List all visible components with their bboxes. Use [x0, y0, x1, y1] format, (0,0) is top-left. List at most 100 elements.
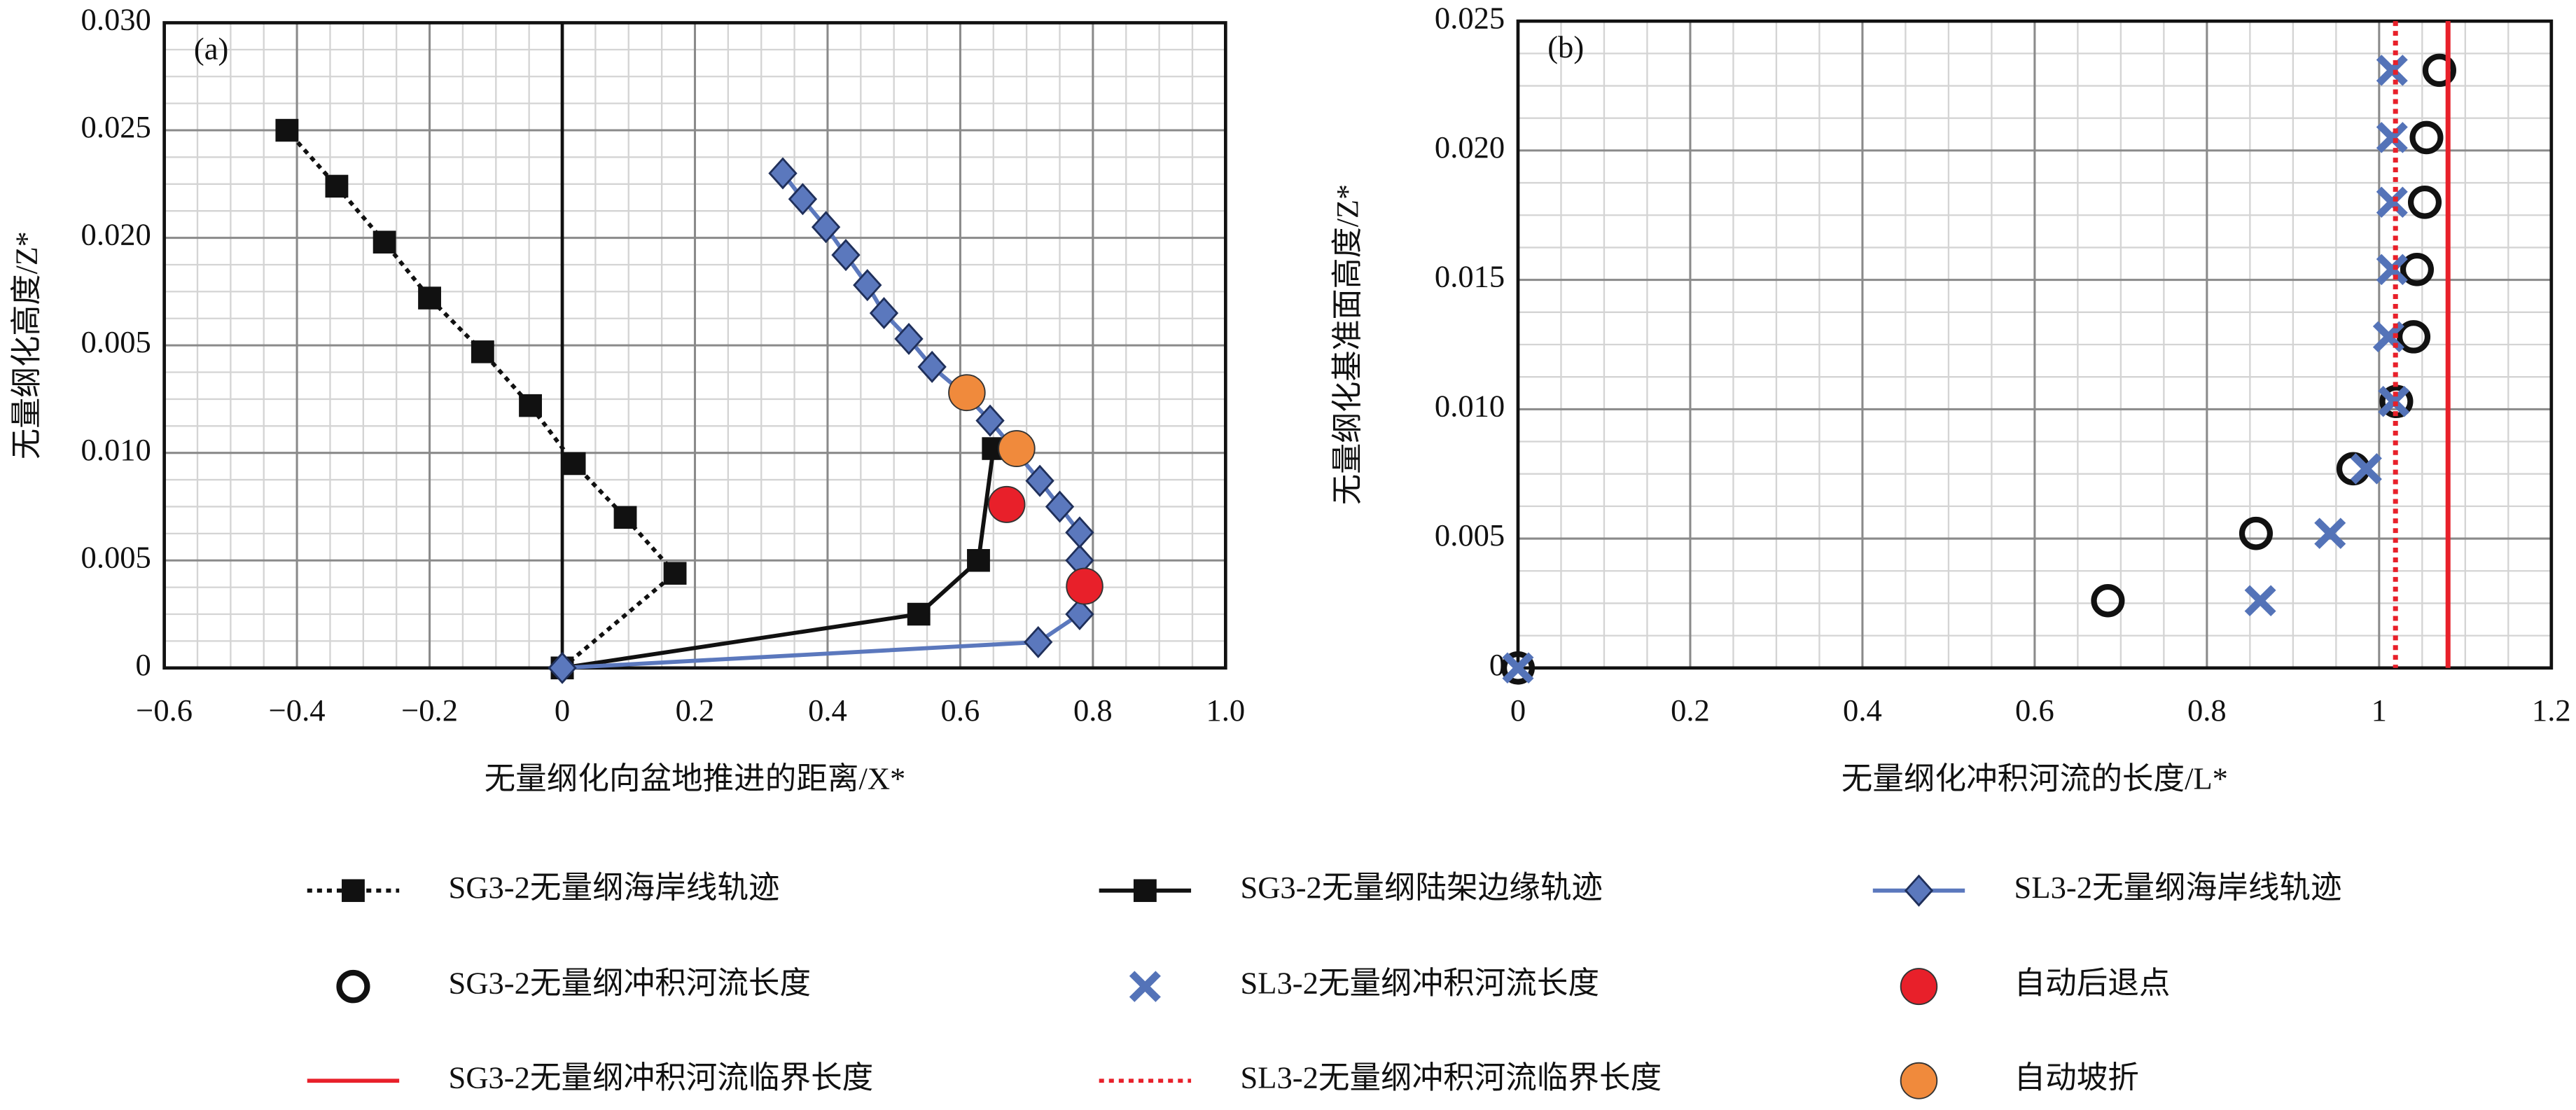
marker [373, 230, 396, 254]
marker [998, 430, 1036, 467]
marker [562, 452, 586, 476]
x-tick-label: 0.4 [1843, 693, 1882, 728]
legend-label: 自动坡折 [2014, 1060, 2139, 1095]
series-line [285, 129, 678, 670]
marker [1065, 598, 1094, 630]
marker [1045, 490, 1075, 523]
marker [1066, 567, 1103, 605]
marker [2350, 453, 2382, 485]
legend-label: SG3-2无量纲冲积河流临界长度 [449, 1060, 874, 1095]
y-axis-label: 无量纲化基准面高度/Z* [1330, 184, 1365, 505]
x-tick-label: 0.2 [1671, 693, 1710, 728]
x-tick-label: 1 [2372, 693, 2387, 728]
x-tick-label: 1.2 [2532, 693, 2571, 728]
marker [342, 879, 365, 902]
marker [275, 118, 299, 142]
plot-frame [162, 21, 1227, 670]
x-axis-label: 无量纲化冲积河流的长度/L* [1842, 761, 2228, 796]
marker [907, 602, 931, 626]
legend-label: SL3-2无量纲冲积河流临界长度 [1240, 1060, 1662, 1095]
marker [1065, 516, 1094, 549]
x-tick-label: 0.6 [941, 693, 980, 728]
y-tick-label: 0.025 [1435, 1, 1505, 36]
y-tick-label: 0.010 [1435, 389, 1505, 424]
y-tick-label: 0.015 [1435, 259, 1505, 294]
marker [788, 183, 818, 216]
y-tick-label: 0.020 [81, 217, 151, 252]
marker [975, 404, 1005, 437]
panel-label: (a) [194, 32, 228, 67]
marker [2376, 186, 2408, 218]
marker [831, 239, 861, 272]
x-tick-label: −0.2 [401, 693, 458, 728]
marker [853, 269, 882, 302]
series-line [562, 448, 996, 670]
x-tick-label: 0.8 [1073, 693, 1113, 728]
x-tick-label: 0.2 [676, 693, 715, 728]
y-tick-label: 0.005 [1435, 518, 1505, 553]
y-tick-label: 0.020 [1435, 130, 1505, 165]
marker [336, 969, 370, 1004]
y-tick-label: 0.010 [81, 432, 151, 467]
legend-label: SG3-2无量纲冲积河流长度 [449, 966, 812, 1001]
marker [2407, 185, 2442, 219]
marker [2376, 122, 2408, 153]
y-tick-label: 0.030 [81, 2, 151, 37]
marker [2244, 585, 2276, 616]
marker [2422, 53, 2456, 88]
x-axis-label: 无量纲化向盆地推进的距离/X* [485, 761, 906, 796]
y-tick-label: 0 [1489, 647, 1505, 682]
marker [894, 322, 924, 355]
x-tick-label: 0 [555, 693, 570, 728]
marker [1133, 879, 1157, 902]
marker [1900, 1062, 1938, 1099]
marker [1900, 968, 1938, 1006]
marker [519, 394, 542, 417]
y-tick-label: 0.005 [81, 540, 151, 575]
marker [2239, 516, 2274, 550]
marker [2396, 320, 2431, 354]
y-tick-label: 0 [136, 647, 151, 682]
marker [548, 651, 577, 684]
x-tick-label: 0.6 [2015, 693, 2054, 728]
marker [2376, 55, 2408, 86]
panel-label: (b) [1547, 29, 1584, 64]
legend-label: SG3-2无量纲陆架边缘轨迹 [1240, 870, 1603, 905]
marker [987, 485, 1026, 523]
marker [2376, 254, 2408, 286]
marker [967, 548, 990, 572]
x-tick-label: −0.4 [269, 693, 326, 728]
y-axis-label: 无量纲化高度/Z* [8, 231, 43, 459]
marker [613, 506, 637, 529]
marker [2091, 583, 2125, 618]
marker [2409, 120, 2444, 155]
marker [811, 211, 841, 244]
marker [1501, 651, 1536, 685]
marker [663, 562, 687, 585]
marker [917, 350, 947, 383]
x-tick-label: 1.0 [1206, 693, 1245, 728]
y-tick-label: 0.005 [81, 324, 151, 359]
x-tick-label: 0.4 [808, 693, 847, 728]
x-tick-label: 0 [1510, 693, 1526, 728]
marker [768, 157, 798, 190]
marker [1904, 874, 1934, 907]
marker [869, 297, 899, 330]
legend-label: SL3-2无量纲海岸线轨迹 [2014, 870, 2342, 905]
marker [418, 286, 441, 310]
marker [325, 174, 349, 198]
legend-label: 自动后退点 [2014, 966, 2171, 1001]
legend-label: SL3-2无量纲冲积河流长度 [1240, 966, 1599, 1001]
marker [1129, 971, 1161, 1002]
x-tick-label: −0.6 [136, 693, 193, 728]
marker [1025, 464, 1054, 497]
marker [1024, 625, 1053, 658]
legend-label: SG3-2无量纲海岸线轨迹 [449, 870, 780, 905]
marker [948, 374, 986, 412]
marker [2400, 253, 2434, 286]
y-tick-label: 0.025 [81, 109, 151, 144]
marker [2314, 518, 2346, 549]
x-tick-label: 0.8 [2187, 693, 2227, 728]
plot-frame [1516, 19, 2554, 670]
